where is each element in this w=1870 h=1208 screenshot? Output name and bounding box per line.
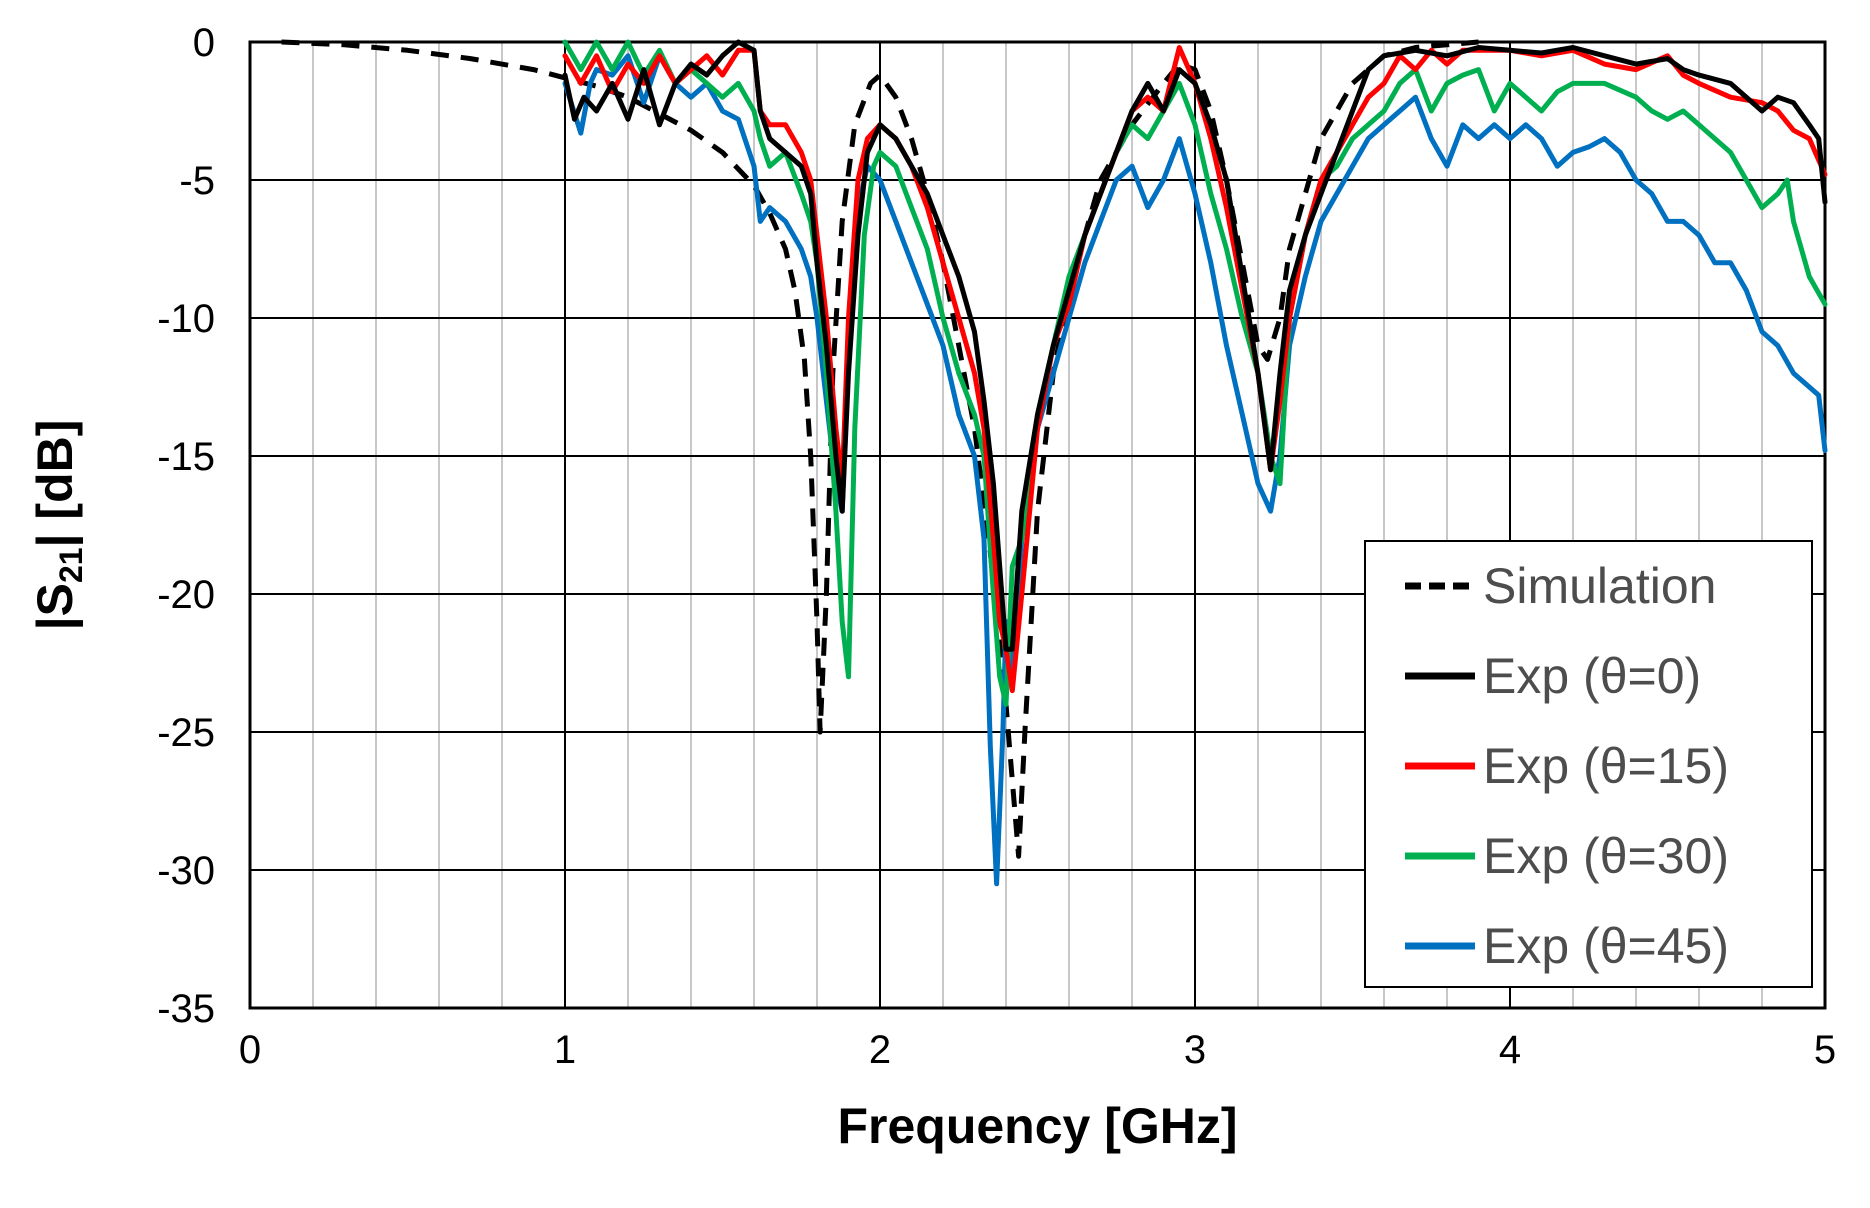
legend-item: Exp (θ=30): [1405, 828, 1729, 884]
y-tick-label: -35: [157, 987, 215, 1031]
legend-item: Simulation: [1405, 558, 1716, 614]
y-axis-title-subscript: 21: [53, 547, 89, 583]
x-tick-label: 2: [869, 1028, 891, 1072]
series-line-1: [562, 39, 1828, 652]
legend-item: Exp (θ=0): [1405, 648, 1701, 704]
y-axis-title-prefix: |S: [27, 583, 84, 630]
y-tick-label: -15: [157, 435, 215, 479]
y-tick-label: -10: [157, 297, 215, 341]
legend-label: Exp (θ=0): [1483, 648, 1701, 704]
legend-label: Simulation: [1483, 558, 1716, 614]
y-tick-label: -25: [157, 711, 215, 755]
x-tick-label: 1: [554, 1028, 576, 1072]
x-tick-label: 3: [1184, 1028, 1206, 1072]
y-tick-labels: 0 -5 -10 -15 -20 -25 -30 -35: [157, 21, 215, 1031]
legend-label: Exp (θ=15): [1483, 738, 1729, 794]
minor-gridlines: [312, 42, 1763, 1008]
legend-item: Exp (θ=45): [1405, 918, 1729, 974]
y-tick-label: 0: [193, 21, 215, 65]
legend: Simulation Exp (θ=0) Exp (θ=15) Exp (θ=30) E…: [1364, 540, 1813, 988]
series-line-4: [562, 53, 1828, 887]
x-tick-label: 0: [239, 1028, 261, 1072]
plot-frame: [248, 40, 1827, 1010]
y-tick-label: -20: [157, 573, 215, 617]
y-tick-label: -30: [157, 849, 215, 893]
legend-label: Exp (θ=45): [1483, 918, 1729, 974]
legend-item: Exp (θ=15): [1405, 738, 1729, 794]
series-layer: [281, 39, 1828, 887]
x-tick-labels: 0 1 2 3 4 5: [239, 1028, 1836, 1072]
x-tick-label: 4: [1499, 1028, 1521, 1072]
legend-label: Exp (θ=30): [1483, 828, 1729, 884]
x-tick-label: 5: [1814, 1028, 1836, 1072]
y-axis-title-suffix: | [dB]: [27, 420, 84, 548]
y-axis-title: |S21| [dB]: [27, 420, 89, 631]
y-tick-label: -5: [179, 159, 215, 203]
series-line-0: [281, 39, 1479, 859]
x-axis-title: Frequency [GHz]: [837, 1098, 1237, 1154]
